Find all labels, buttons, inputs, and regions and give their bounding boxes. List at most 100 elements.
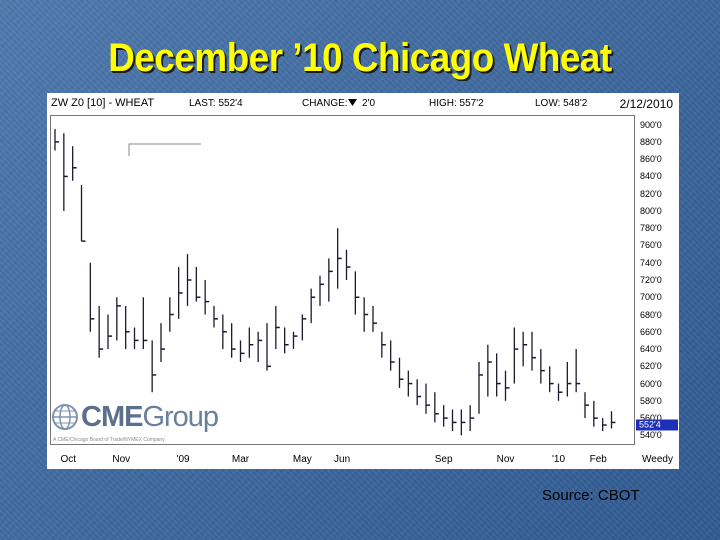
price-bar — [390, 340, 395, 371]
price-bar — [239, 340, 245, 362]
price-bar — [142, 297, 148, 350]
y-tick-label: 760'0 — [640, 240, 662, 251]
price-bar — [301, 314, 307, 341]
y-tick-label: 780'0 — [640, 223, 662, 234]
price-bar — [363, 297, 369, 332]
price-bar — [80, 185, 86, 242]
x-tick-label: '09 — [176, 454, 190, 465]
price-bar — [575, 349, 581, 393]
x-axis: Oct Nov '09 Mar May Jun Sep Nov '10 Feb Weedy — [47, 446, 679, 466]
x-tick-label: Jun — [334, 454, 351, 465]
y-tick-label: 640'0 — [640, 344, 662, 355]
change-label: CHANGE: — [302, 98, 348, 109]
price-bar — [310, 288, 316, 324]
price-bar — [584, 392, 589, 419]
price-bar — [610, 411, 616, 429]
price-bar — [425, 383, 430, 414]
y-tick-label: 620'0 — [640, 361, 662, 372]
y-tick-label: 680'0 — [640, 309, 662, 320]
price-bar — [292, 331, 298, 350]
price-bar — [504, 370, 510, 401]
logo-rest: Group — [142, 401, 219, 433]
price-bar — [328, 258, 333, 302]
price-bar — [398, 357, 404, 388]
price-bar — [434, 392, 439, 423]
chart-date: 2/12/2010 — [619, 97, 673, 111]
high-price: HIGH: 557'2 — [429, 98, 484, 109]
price-bar — [160, 323, 165, 362]
y-tick-label: 820'0 — [640, 188, 662, 199]
price-bar — [487, 344, 492, 397]
price-bar — [522, 331, 528, 367]
y-tick-label: 660'0 — [640, 326, 662, 337]
price-bar — [266, 323, 271, 371]
price-bar — [248, 327, 254, 358]
x-tick-label: Oct — [60, 454, 77, 465]
contract-symbol: ZW Z0 [10] - WHEAT — [51, 97, 155, 109]
y-tick-label: 580'0 — [640, 395, 662, 406]
price-bar — [98, 305, 104, 358]
y-tick-label: 600'0 — [640, 378, 662, 389]
price-bar — [354, 271, 360, 315]
price-bar — [151, 340, 157, 393]
price-bar — [460, 409, 466, 436]
last-price-badge: 552'4 — [636, 419, 678, 431]
price-bar — [284, 327, 289, 354]
price-bar — [213, 305, 218, 328]
price-bar — [381, 331, 386, 358]
price-bar — [469, 405, 475, 432]
price-bar — [451, 409, 457, 432]
x-tick-label: '10 — [551, 454, 566, 465]
y-tick-label: 560'0 — [640, 413, 662, 423]
x-tick-label: May — [292, 454, 312, 465]
price-bar — [222, 314, 227, 350]
price-bar — [107, 314, 112, 350]
price-bar — [372, 305, 377, 332]
slide-title: December ’10 Chicago Wheat — [108, 36, 612, 80]
price-bar — [63, 133, 68, 211]
plot-area — [50, 115, 635, 445]
price-bar — [125, 305, 130, 350]
y-tick-label: 800'0 — [640, 205, 662, 216]
price-bar — [337, 228, 342, 289]
x-tick-label: Feb — [589, 454, 607, 465]
price-bar — [204, 280, 210, 315]
plot-annotation-bracket — [128, 143, 201, 156]
low-price: LOW: 548'2 — [535, 98, 588, 109]
price-bar — [257, 331, 263, 362]
y-tick-label: 740'0 — [640, 257, 662, 268]
price-bar — [478, 362, 483, 414]
price-bar — [345, 249, 351, 280]
x-tick-label: Nov — [496, 454, 515, 465]
price-bar — [416, 379, 422, 406]
last-price: LAST: 552'4 — [189, 98, 243, 109]
price-bar — [195, 267, 201, 302]
down-triangle-icon — [348, 99, 357, 110]
price-bars — [54, 128, 616, 436]
y-tick-label: 880'0 — [640, 136, 662, 147]
logo-wordmark: CMEGroup — [81, 401, 219, 434]
y-tick-label: 720'0 — [640, 275, 662, 285]
price-bar — [443, 405, 448, 427]
y-tick-label: 900'0 — [640, 119, 662, 130]
cme-group-logo: CMEGroup A CME/Chicago Board of Trade/NY… — [51, 401, 221, 446]
y-tick-label: 840'0 — [640, 171, 662, 182]
price-bar — [407, 370, 413, 397]
y-axis: 900'0 880'0 860'0 840'0 820'0 800'0 780'0 760'0… — [635, 115, 679, 445]
price-bar — [178, 267, 183, 319]
source-note: Source: CBOT — [542, 487, 640, 504]
price-bar — [602, 418, 607, 432]
price-bar — [557, 383, 563, 401]
logo-tagline: A CME/Chicago Board of Trade/NYMEX Compa… — [53, 437, 165, 443]
x-tick-label: Weedy — [642, 454, 673, 465]
price-bar — [319, 275, 324, 306]
price-bar — [496, 353, 501, 397]
price-bar — [513, 327, 519, 384]
chart-header: ZW Z0 [10] - WHEAT LAST: 552'4 CHANGE: 2… — [47, 93, 679, 115]
price-bar — [593, 400, 598, 427]
price-bar — [186, 254, 192, 306]
x-tick-label: Nov — [112, 454, 131, 465]
globe-icon — [52, 404, 78, 430]
y-tick-label: 540'0 — [640, 430, 662, 441]
price-bar — [116, 297, 121, 341]
